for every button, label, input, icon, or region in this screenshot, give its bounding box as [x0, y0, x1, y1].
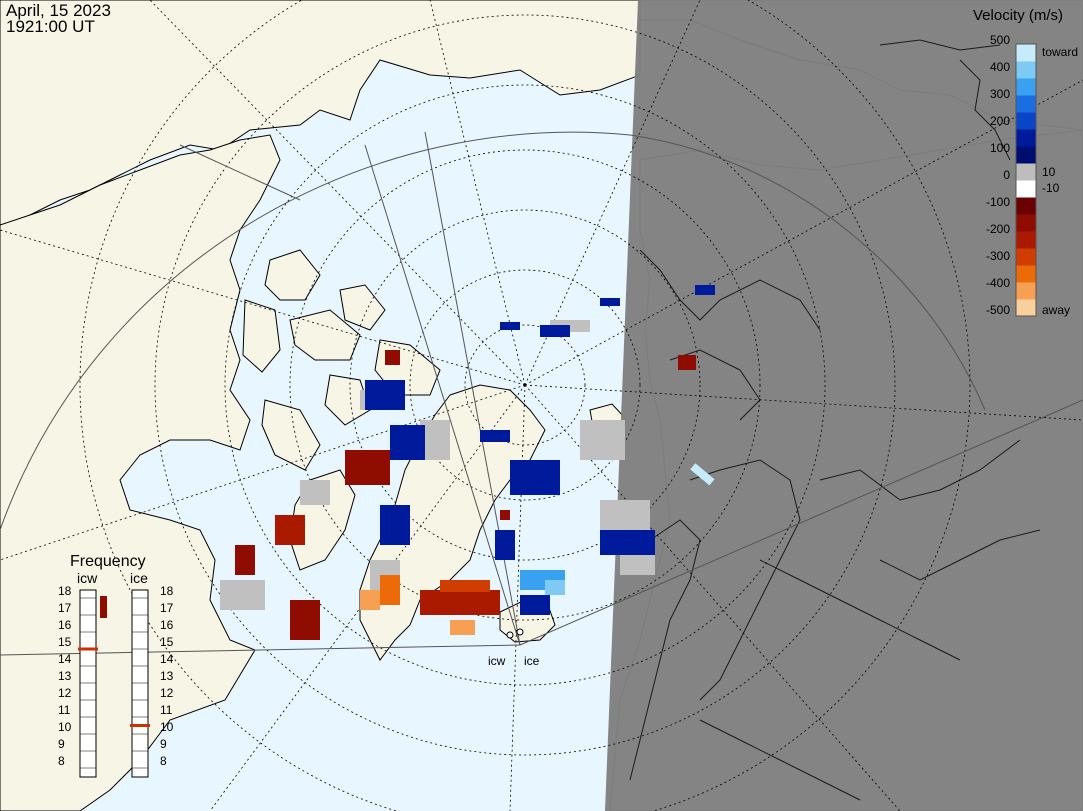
frequency-title: Frequency — [70, 553, 146, 570]
frequency-tick-label: 12 — [160, 686, 174, 700]
velocity-tick-label: 300 — [990, 87, 1010, 101]
frequency-scale-box — [79, 589, 97, 778]
radar-icw-marker — [506, 631, 514, 639]
frequency-ice-label: ice — [130, 570, 148, 586]
legend-minus-ten-label: -10 — [1042, 181, 1060, 195]
velocity-tick-label: 200 — [990, 114, 1010, 128]
radar-icw-label: icw — [488, 654, 506, 668]
legend-ten-label: 10 — [1042, 165, 1056, 179]
velocity-legend: Velocity (m/s) 500 400 300 200 100 0 -100 -200 -… — [973, 7, 1078, 317]
colorbar-segment — [1016, 129, 1036, 147]
radar-ice-marker — [516, 628, 524, 636]
radar-sites: icw ice — [488, 628, 540, 668]
colorbar-segment — [1016, 163, 1036, 181]
radar-ice-label: ice — [524, 654, 540, 668]
colorbar-segment — [1016, 248, 1036, 266]
velocity-legend-title: Velocity (m/s) — [973, 7, 1063, 24]
frequency-histogram-bar — [100, 596, 107, 618]
frequency-tick-label: 18 — [160, 584, 174, 598]
frequency-tick-label: 11 — [160, 703, 173, 717]
frequency-tick-label: 15 — [160, 635, 174, 649]
colorbar-segment — [1016, 282, 1036, 300]
velocity-tick-label: 400 — [990, 60, 1010, 74]
velocity-toward-cells — [365, 285, 715, 615]
night-shade — [605, 0, 1083, 811]
velocity-tick-label: 0 — [1003, 168, 1010, 182]
colorbar-segment — [1016, 146, 1036, 164]
colorbar-segment — [1016, 299, 1036, 317]
velocity-tick-label: 100 — [990, 141, 1010, 155]
colorbar-segment — [1016, 95, 1036, 113]
frequency-tick-label: 9 — [58, 737, 65, 751]
frequency-scale-box — [131, 589, 149, 778]
colorbar-segment — [1016, 265, 1036, 283]
frequency-tick-label: 17 — [160, 601, 174, 615]
colorbar-segment — [1016, 180, 1036, 198]
frequency-tick-label: 13 — [58, 669, 72, 683]
frequency-tick-label: 14 — [160, 652, 174, 666]
frequency-tick-label: 9 — [160, 737, 167, 751]
frequency-icw-scale: 18 17 16 15 14 13 12 11 10 9 8 — [58, 584, 107, 778]
colorbar-segment — [1016, 78, 1036, 96]
colorbar-segment — [1016, 231, 1036, 249]
colorbar-frame — [1015, 43, 1037, 317]
frequency-tick-label: 13 — [160, 669, 174, 683]
frequency-tick-label: 12 — [58, 686, 72, 700]
frequency-tick-label: 16 — [58, 618, 72, 632]
radar-fov — [0, 131, 1083, 656]
frequency-tick-label: 18 — [58, 584, 72, 598]
velocity-tick-label: 500 — [990, 33, 1010, 47]
night-coastlines — [629, 39, 1041, 801]
date-label: April, 15 2023 — [6, 1, 111, 20]
legend-toward-label: toward — [1042, 45, 1078, 59]
frequency-ice-scale: 18 17 16 15 14 13 12 11 10 9 8 — [130, 584, 174, 778]
velocity-tick-label: -500 — [986, 303, 1010, 317]
velocity-colorbar — [1015, 43, 1037, 317]
colorbar-segment — [1016, 214, 1036, 232]
velocity-tick-label: -400 — [986, 276, 1010, 290]
colorbar-segment — [1016, 112, 1036, 130]
frequency-tick-label: 14 — [58, 652, 72, 666]
frequency-icw-label: icw — [77, 570, 98, 586]
frequency-tick-label: 15 — [58, 635, 72, 649]
velocity-tick-label: -200 — [986, 222, 1010, 236]
colorbar-segment — [1016, 61, 1036, 79]
time-label: 1921:00 UT — [6, 17, 95, 36]
frequency-tick-label: 17 — [58, 601, 72, 615]
frequency-tick-label: 10 — [160, 720, 174, 734]
velocity-tick-label: -100 — [986, 195, 1010, 209]
legend-away-label: away — [1042, 303, 1070, 317]
velocity-tick-labels: 500 400 300 200 100 0 -100 -200 -300 -400 -500 — [986, 33, 1010, 317]
velocity-away-cells — [235, 350, 696, 640]
colorbar-segment — [1016, 44, 1036, 62]
frequency-tick-label: 8 — [58, 754, 65, 768]
frequency-tick-label: 16 — [160, 618, 174, 632]
frequency-tick-label: 11 — [58, 703, 71, 717]
frequency-tick-label: 10 — [58, 720, 72, 734]
velocity-tick-label: -300 — [986, 249, 1010, 263]
frequency-panel: Frequency icw ice 18 17 16 15 14 13 12 11 10 9 8 1… — [58, 553, 174, 778]
frequency-tick-label: 8 — [160, 754, 167, 768]
colorbar-segment — [1016, 197, 1036, 215]
